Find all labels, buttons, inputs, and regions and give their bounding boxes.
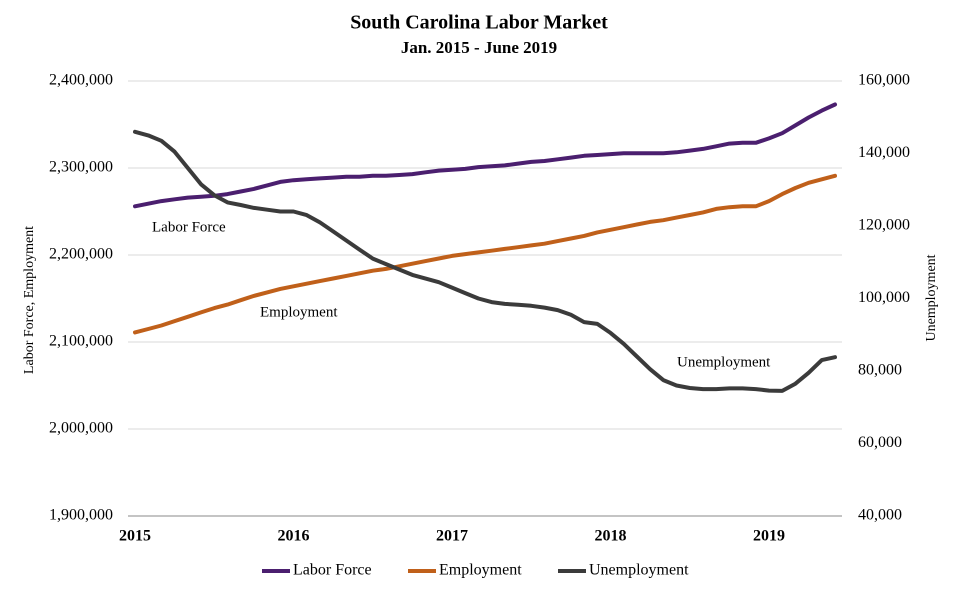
y2-axis-title: Unemployment bbox=[924, 254, 939, 341]
line-series bbox=[133, 102, 837, 209]
y2-tick-label: 120,000 bbox=[858, 217, 910, 234]
y-tick-label: 2,100,000 bbox=[49, 333, 113, 350]
annotation: Employment bbox=[260, 304, 338, 320]
y2-tick-label: 80,000 bbox=[858, 362, 902, 379]
x-tick-label: 2016 bbox=[278, 528, 310, 545]
x-tick-label: 2017 bbox=[436, 528, 468, 545]
annotation: Unemployment bbox=[677, 354, 771, 370]
x-tick-label: 2018 bbox=[595, 528, 627, 545]
chart-subtitle: Jan. 2015 - June 2019 bbox=[401, 38, 557, 57]
y-axis-title: Labor Force, Employment bbox=[22, 226, 37, 374]
line-series bbox=[133, 129, 837, 393]
y-tick-label: 2,300,000 bbox=[49, 159, 113, 176]
legend-label: Labor Force bbox=[293, 562, 372, 579]
line-series bbox=[133, 173, 837, 335]
legend-label: Employment bbox=[439, 562, 522, 579]
y2-tick-label: 100,000 bbox=[858, 289, 910, 306]
y2-tick-label: 140,000 bbox=[858, 144, 910, 161]
y-tick-label: 1,900,000 bbox=[49, 507, 113, 524]
chart-title: South Carolina Labor Market bbox=[350, 12, 608, 34]
y2-tick-label: 40,000 bbox=[858, 507, 902, 524]
y-tick-label: 2,200,000 bbox=[49, 246, 113, 263]
x-tick-label: 2015 bbox=[119, 528, 151, 545]
annotation: Labor Force bbox=[152, 219, 226, 235]
y-tick-label: 2,400,000 bbox=[49, 72, 113, 89]
x-tick-label: 2019 bbox=[753, 528, 785, 545]
y2-tick-label: 160,000 bbox=[858, 72, 910, 89]
y-tick-label: 2,000,000 bbox=[49, 420, 113, 437]
y2-tick-label: 60,000 bbox=[858, 434, 902, 451]
legend-label: Unemployment bbox=[589, 562, 689, 579]
